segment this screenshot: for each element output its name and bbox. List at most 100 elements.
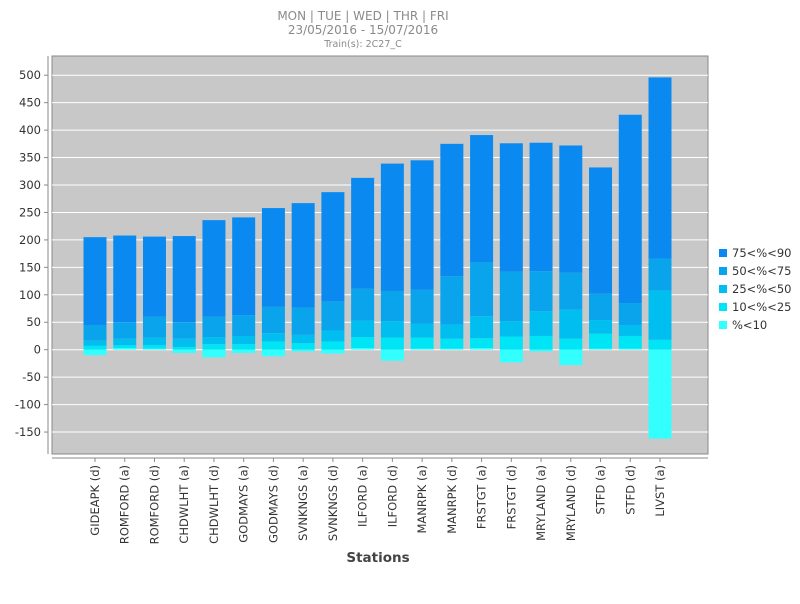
bar-segment <box>351 177 375 289</box>
bar-segment <box>410 323 434 338</box>
x-tick-label: MANRPK (a) <box>415 465 429 534</box>
bar-segment <box>410 348 434 350</box>
bar-segment <box>321 192 345 302</box>
bar-segment <box>648 77 672 259</box>
legend-label: 10<%<25 <box>732 300 791 314</box>
bar-segment <box>589 320 613 334</box>
bar-segment <box>83 237 107 325</box>
legend: 75<%<90 50<%<75 25<%<50 10<%<25 %<10 <box>719 246 791 332</box>
y-tick-label: 0 <box>34 343 41 357</box>
bar-segment <box>261 208 285 307</box>
bar-segment <box>410 337 434 349</box>
bar-segment <box>589 293 613 321</box>
bar-segment <box>410 289 434 324</box>
x-tick-label: FRSTGT (a) <box>475 465 489 529</box>
bar-segment <box>499 143 523 272</box>
bar-segment <box>291 203 315 308</box>
x-tick-label: LIVST (a) <box>653 465 667 517</box>
bar-segment <box>202 349 226 358</box>
bar-segment <box>559 145 583 273</box>
legend-swatch <box>719 285 727 293</box>
bar-segment <box>172 236 196 323</box>
y-tick-label: 200 <box>19 233 41 247</box>
legend-label: 25<%<50 <box>732 282 791 296</box>
x-tick-label: MRYLAND (a) <box>534 465 548 541</box>
bar-segment <box>380 290 404 322</box>
x-tick-label: ROMFORD (d) <box>147 465 161 544</box>
x-tick-label: CHDWLHT (a) <box>177 465 191 544</box>
bar-segment <box>321 341 345 350</box>
x-tick-label: MRYLAND (d) <box>564 465 578 541</box>
legend-label: 50<%<75 <box>732 264 791 278</box>
bar-segment <box>291 334 315 344</box>
bar-segment <box>470 348 494 350</box>
x-axis: GIDEAPK (d) ROMFORD (a) ROMFORD (d) CHDWLHT… <box>52 457 708 544</box>
bar-segment <box>589 167 613 294</box>
bar-segment <box>142 236 166 317</box>
legend-swatch <box>719 321 727 329</box>
bar-segment <box>470 316 494 339</box>
y-tick-label: 100 <box>19 288 41 302</box>
bar-segment <box>142 337 166 346</box>
x-tick-label: CHDWLHT (d) <box>207 465 221 544</box>
legend-label: %<10 <box>732 318 767 332</box>
bar-segment <box>529 271 553 312</box>
legend-label: 75<%<90 <box>732 246 791 260</box>
bar-segment <box>261 333 285 342</box>
legend-swatch <box>719 267 727 275</box>
bar-segment <box>440 276 464 325</box>
bar-segment <box>261 349 285 357</box>
bar-segment <box>380 321 404 338</box>
bar-segment <box>440 348 464 350</box>
bar-segment <box>380 337 404 350</box>
bar-segment <box>351 320 375 338</box>
bar-segment <box>470 338 494 349</box>
bar-segment <box>499 271 523 322</box>
bar-segment <box>648 339 672 350</box>
bar-segment <box>113 348 137 350</box>
bar-segment <box>618 303 642 325</box>
x-tick-label: GIDEAPK (d) <box>88 465 102 536</box>
bar-segment <box>618 324 642 336</box>
bar-segment <box>291 343 315 350</box>
bar-segment <box>291 307 315 335</box>
bar-segment <box>529 349 553 352</box>
bar-segment <box>261 341 285 350</box>
y-tick-label: -50 <box>22 370 41 384</box>
bar-segment <box>648 349 672 439</box>
bar-segment <box>440 324 464 339</box>
bar-segment <box>202 337 226 345</box>
bar-segment <box>113 235 137 323</box>
x-axis-title: Stations <box>346 550 409 566</box>
bar-segment <box>499 336 523 350</box>
x-tick-label: ROMFORD (a) <box>118 465 132 544</box>
bar-segment <box>232 315 256 336</box>
y-tick-label: 250 <box>19 205 41 219</box>
bar-segment <box>113 345 137 349</box>
bar-segment <box>172 322 196 339</box>
bar-segment <box>351 348 375 350</box>
bar-segment <box>618 114 642 304</box>
x-tick-label: SVNKNGS (d) <box>326 465 340 541</box>
bar-segment <box>232 217 256 316</box>
y-tick-label: 400 <box>19 123 41 137</box>
bar-segment <box>142 348 166 350</box>
bar-segment <box>172 349 196 353</box>
bar-segment <box>440 143 464 277</box>
y-tick-label: 150 <box>19 260 41 274</box>
bar-segment <box>291 349 315 352</box>
bar-segment <box>202 344 226 350</box>
y-tick-label: 350 <box>19 151 41 165</box>
bar-segment <box>142 345 166 349</box>
legend-swatch <box>719 249 727 257</box>
y-tick-label: 500 <box>19 68 41 82</box>
bar-segment <box>529 335 553 350</box>
bars <box>83 77 672 439</box>
bar-segment <box>83 340 107 346</box>
y-tick-label: 300 <box>19 178 41 192</box>
bar-segment <box>529 311 553 336</box>
bar-segment <box>648 258 672 291</box>
x-tick-label: GODMAYS (a) <box>237 465 251 543</box>
bar-segment <box>559 309 583 339</box>
